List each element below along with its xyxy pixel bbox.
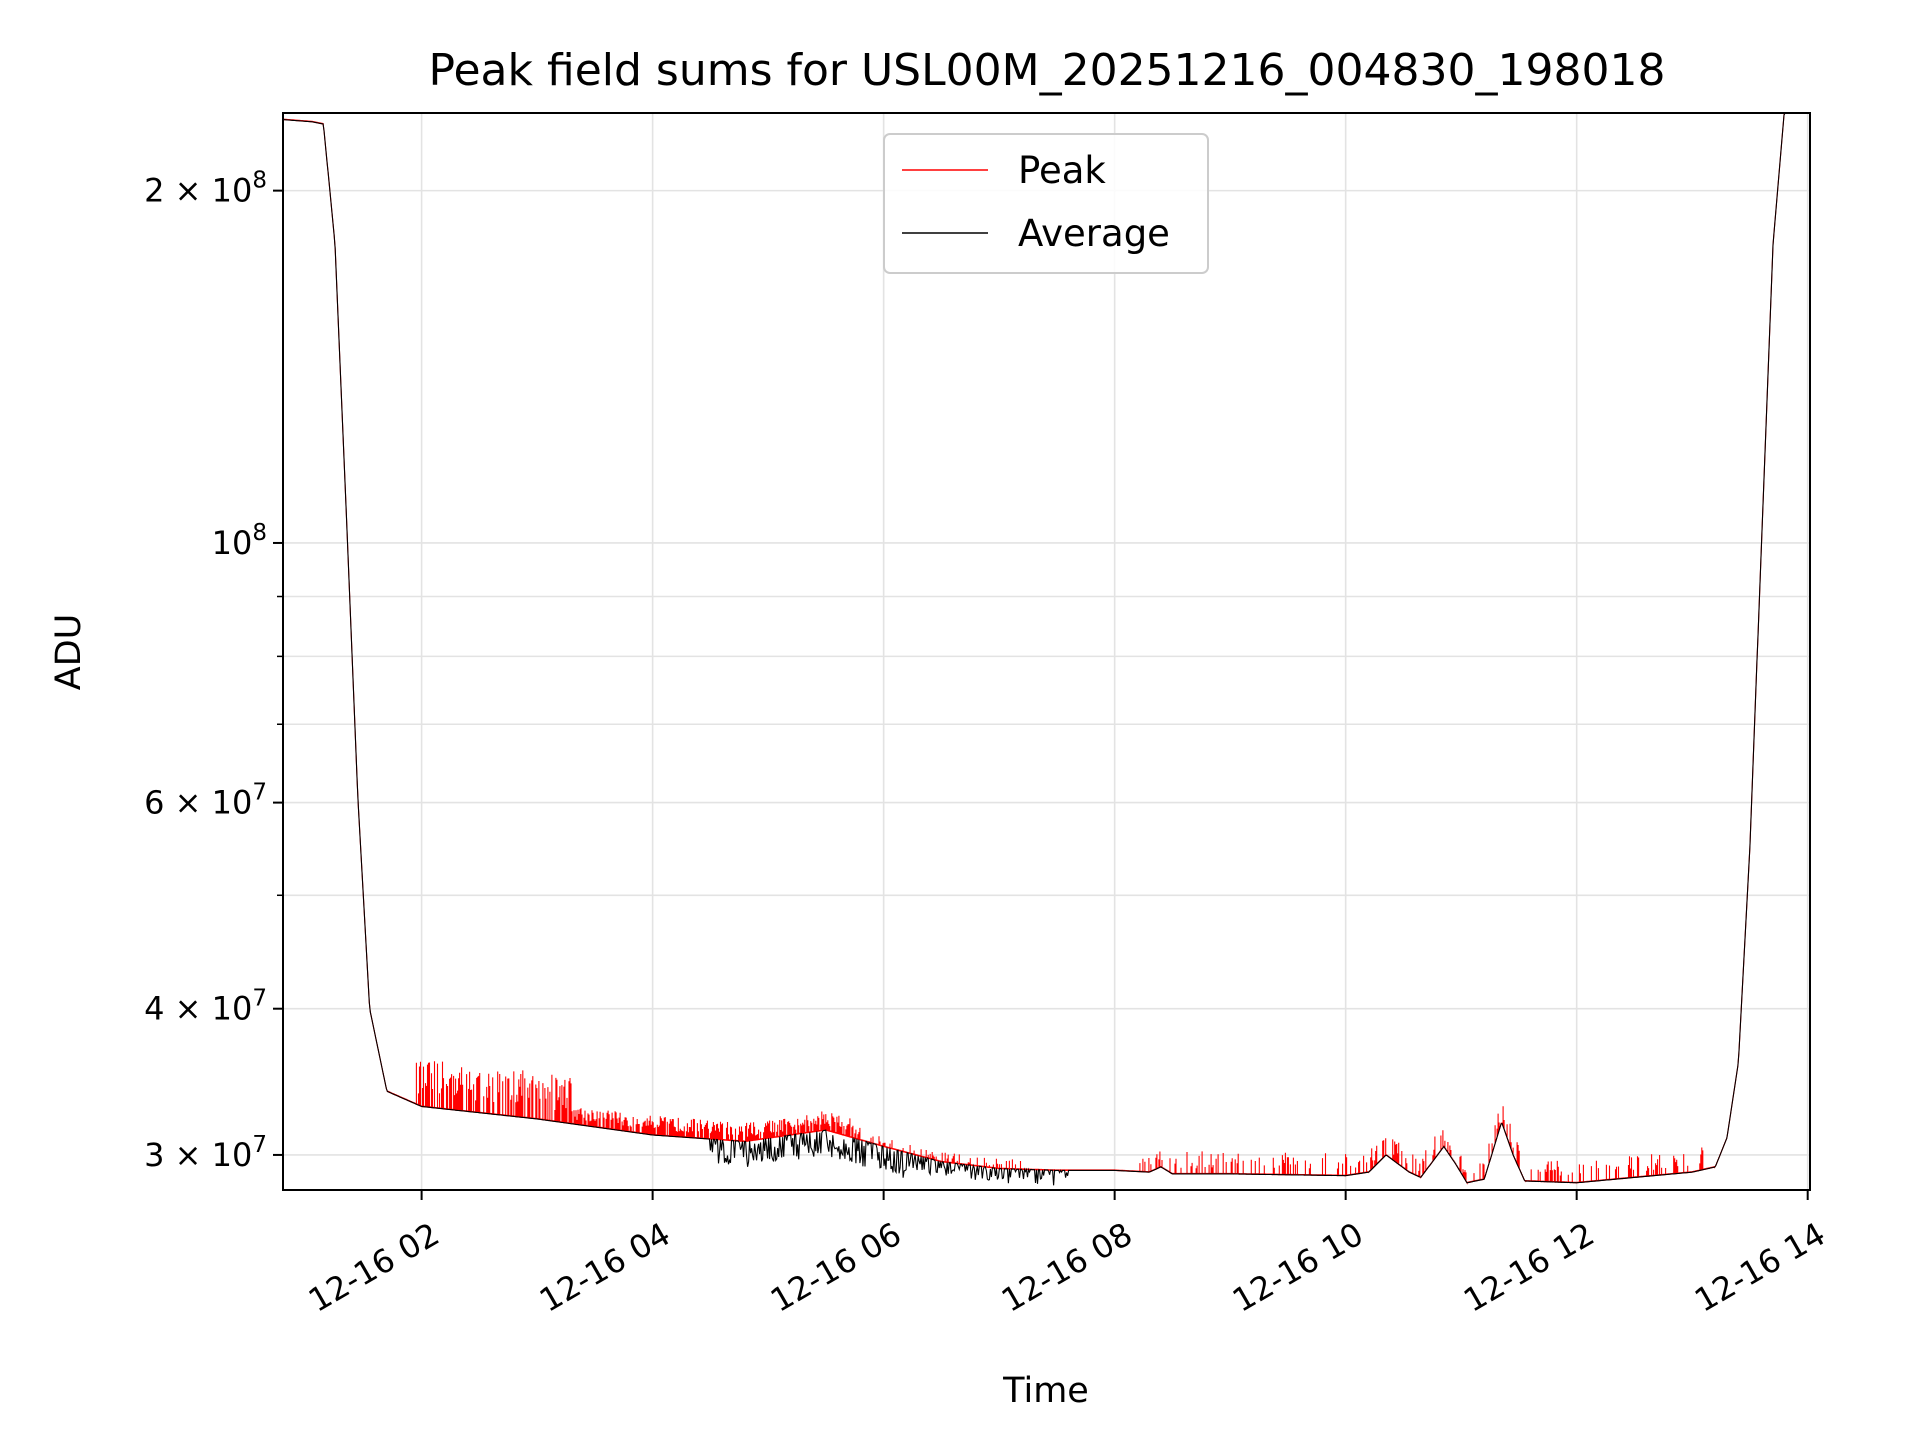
y-tick-label: 3 × 107: [144, 1132, 267, 1174]
grid: [283, 113, 1810, 1190]
legend: Peak Average: [883, 133, 1209, 274]
y-tick-label: 2 × 108: [144, 168, 267, 210]
x-axis-label: Time: [1002, 1371, 1089, 1411]
y-tick-label: 4 × 107: [144, 986, 267, 1028]
series-lines: [282, 112, 1789, 1186]
legend-box: [883, 133, 1209, 274]
plot-frame: [282, 112, 1811, 1191]
legend-average-label: Average: [1018, 212, 1170, 255]
legend-peak-label: Peak: [1018, 149, 1106, 192]
series-line-average: [282, 112, 1789, 1186]
y-tick-label: 6 × 107: [144, 780, 267, 822]
chart-title: Peak field sums for USL00M_20251216_0048…: [429, 45, 1666, 96]
y-axis-label: ADU: [49, 614, 89, 691]
